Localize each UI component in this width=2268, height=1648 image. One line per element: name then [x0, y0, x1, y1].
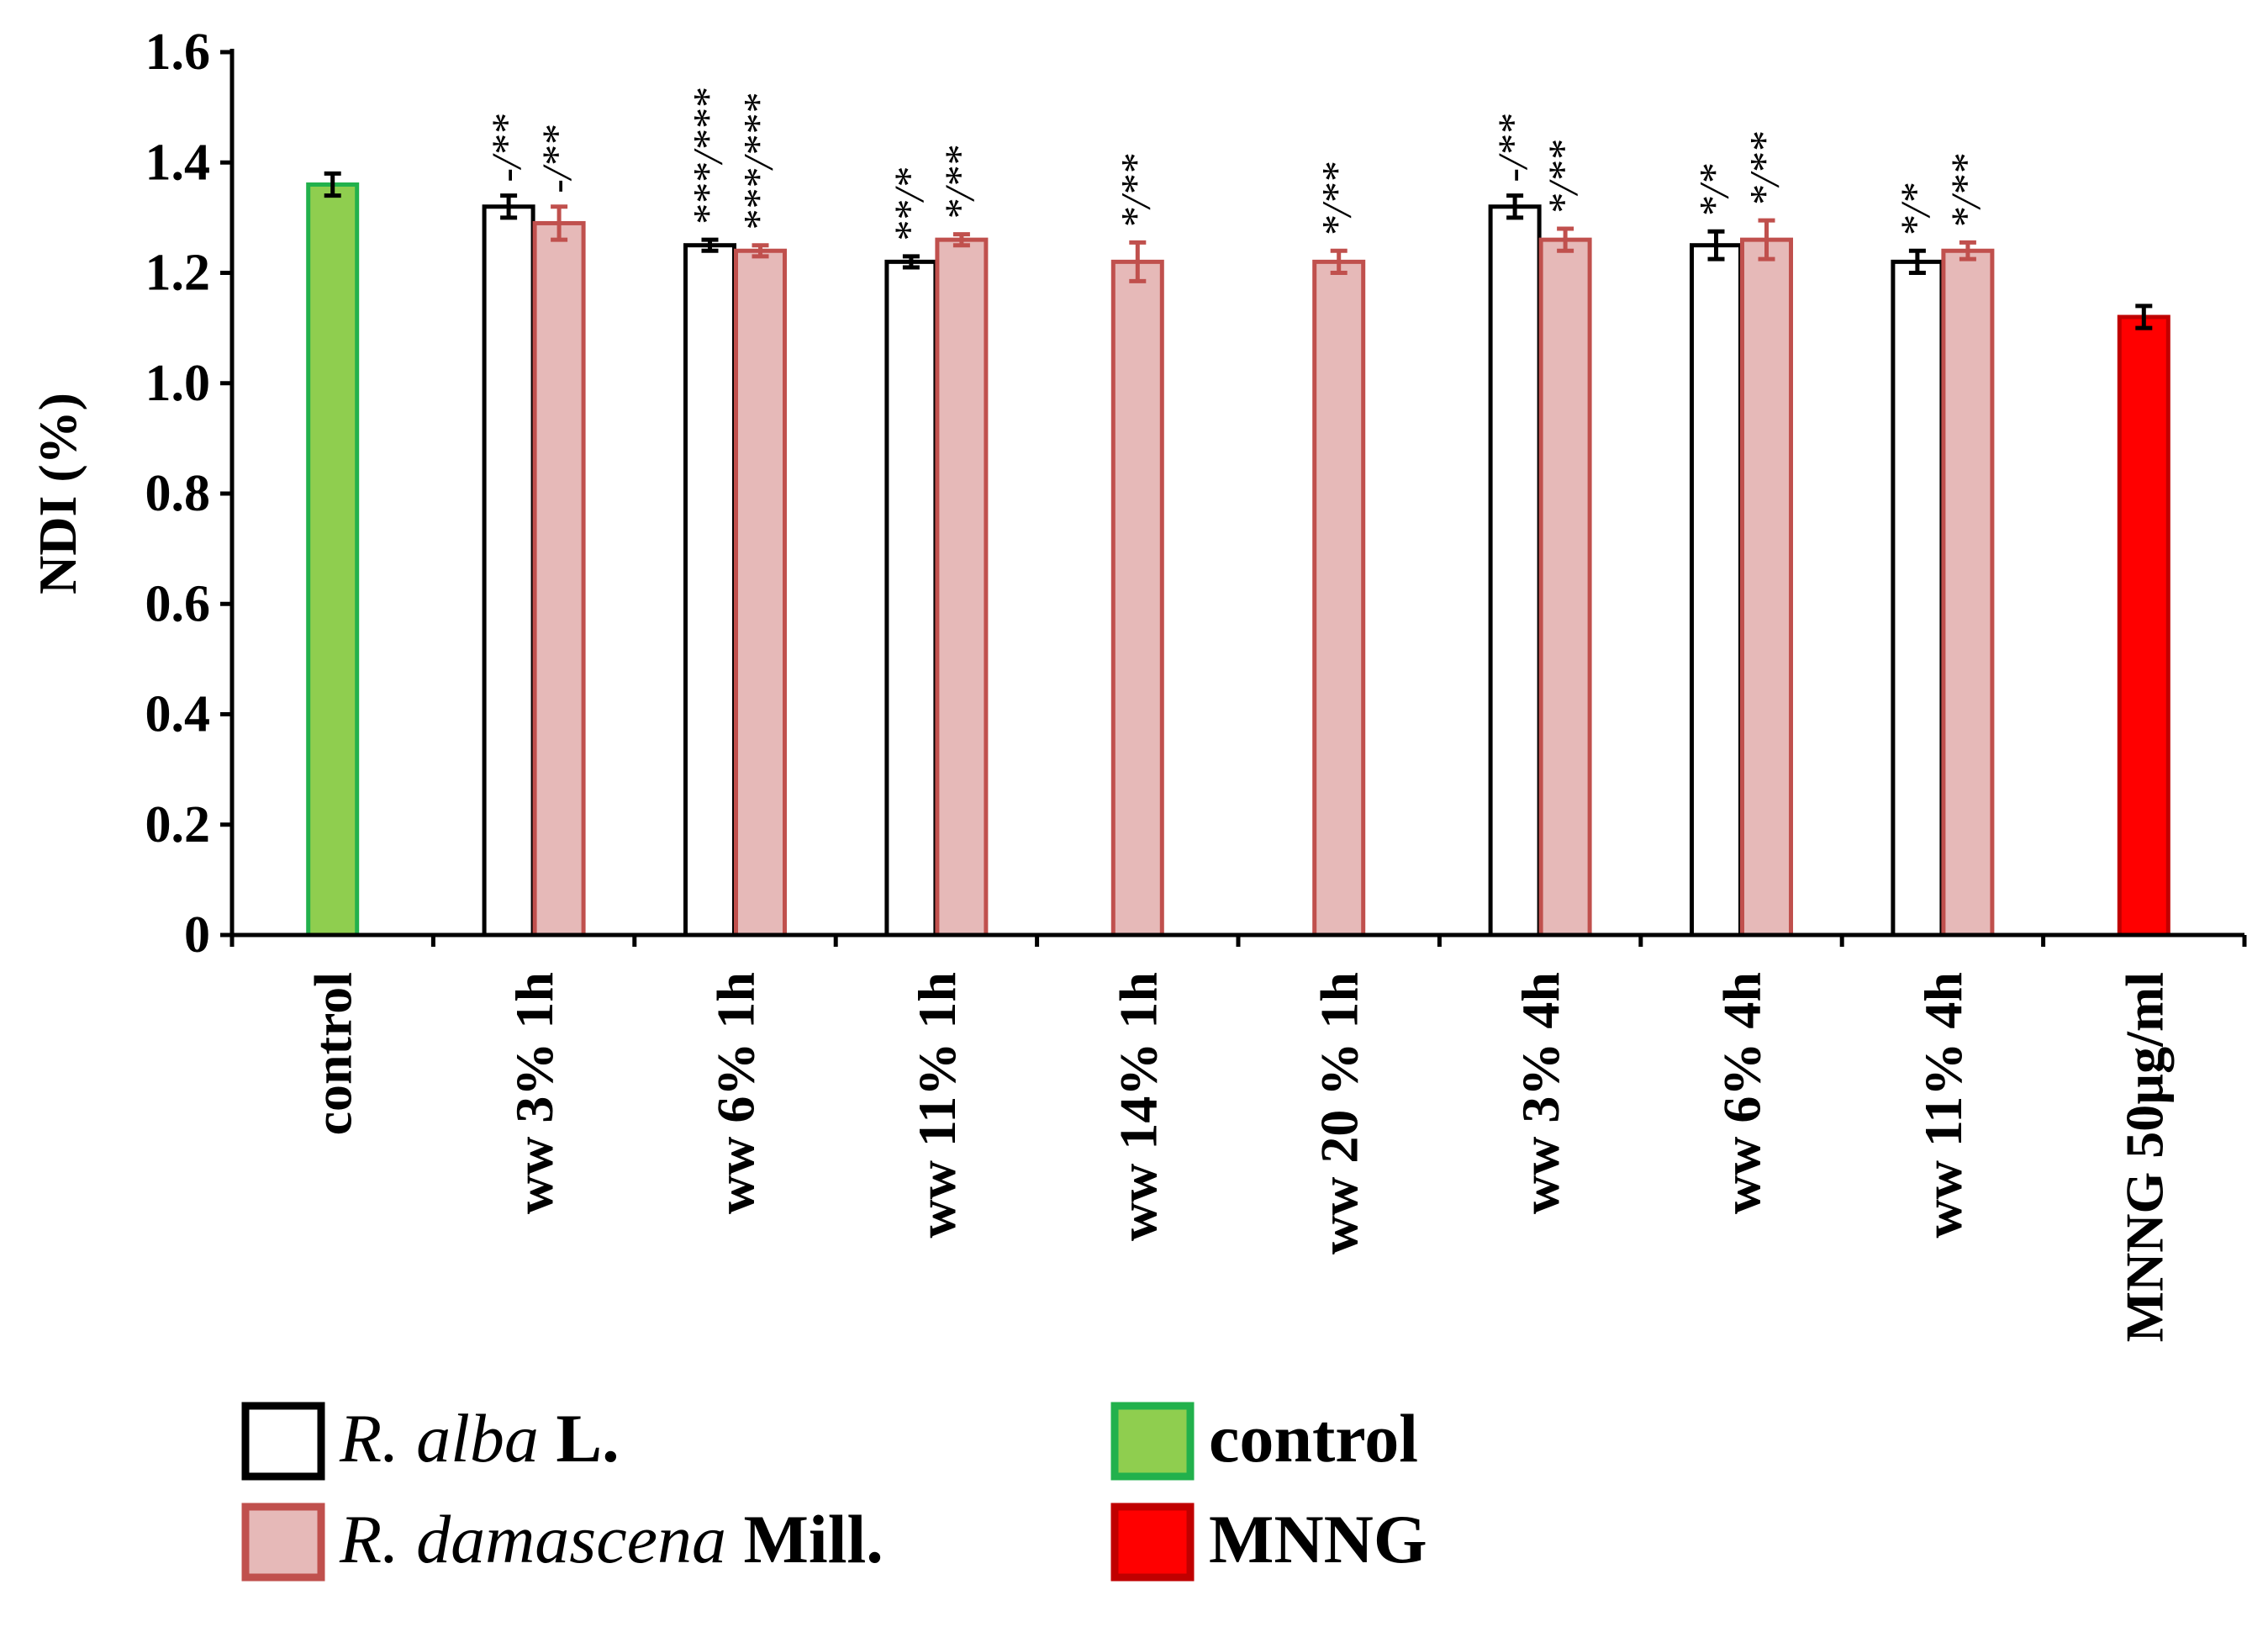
- significance-label: */**: [1111, 155, 1158, 230]
- legend-swatch: [1110, 1503, 1195, 1582]
- x-tick-label: MNNG 50µg/ml: [2114, 972, 2174, 1342]
- legend-label: R. damascena Mill.: [339, 1501, 883, 1577]
- bar-2-8: [1941, 248, 1995, 938]
- significance-label: -/**: [483, 114, 530, 182]
- bar-3-9: [2117, 314, 2170, 938]
- significance-label: */**: [1741, 132, 1788, 207]
- x-tick-label: ww 14% 1h: [1108, 972, 1168, 1241]
- significance-label: */**: [936, 146, 983, 221]
- bar-1-1: [482, 204, 535, 938]
- significance-label: -/**: [1489, 114, 1536, 182]
- x-tick-label: ww 3% 4h: [1511, 972, 1570, 1214]
- significance-label: ***/***: [684, 88, 731, 226]
- significance-label: */**: [1942, 155, 1989, 230]
- significance-label: ***/***: [735, 94, 782, 232]
- bar-2-6: [1538, 237, 1592, 938]
- significance-label: */**: [1313, 162, 1360, 237]
- y-tick-label: 0: [184, 906, 210, 964]
- bar-1-2: [683, 243, 736, 938]
- legend-swatch: [241, 1402, 325, 1481]
- y-tick-label: 0.8: [145, 465, 211, 522]
- legend: R. alba L. R. damascena Mill. control MNNG: [241, 1400, 1427, 1582]
- y-tick-label: 0.6: [145, 575, 211, 632]
- x-tick-label: ww 6% 4h: [1712, 972, 1772, 1214]
- bars: [306, 171, 2170, 938]
- legend-swatch: [241, 1503, 325, 1582]
- significance-label: **/*: [885, 168, 932, 243]
- bar-1-8: [1891, 259, 1944, 938]
- y-tick-label: 1.2: [145, 245, 211, 302]
- bar-1-6: [1488, 204, 1542, 938]
- bar-2-3: [935, 237, 989, 938]
- x-tick-label: ww 20 % 1h: [1310, 972, 1369, 1254]
- significance-label: */**: [1539, 140, 1586, 215]
- y-axis-title: NDI (%): [28, 393, 87, 594]
- significance-label: */*: [1891, 183, 1938, 237]
- legend-swatch: [1110, 1402, 1195, 1481]
- x-tick-label: ww 6% 1h: [706, 972, 766, 1214]
- y-tick-label: 1.4: [145, 134, 211, 191]
- bar-2-2: [734, 248, 787, 938]
- bar-1-3: [884, 259, 938, 938]
- bar-2-4: [1110, 259, 1164, 938]
- x-tick-label: control: [303, 972, 363, 1135]
- bar-2-7: [1740, 237, 1793, 938]
- x-tick-label: ww 3% 1h: [504, 972, 564, 1214]
- bar-2-1: [532, 220, 586, 938]
- bar-0-0: [306, 182, 360, 938]
- legend-label: MNNG: [1209, 1501, 1427, 1577]
- bar-2-5: [1312, 259, 1366, 938]
- y-tick-label: 0.2: [145, 796, 211, 853]
- labels: -/** -/** ***/*** ***/*** **/* */** */** */**-/…: [28, 24, 2174, 1342]
- x-tick-label: ww 11% 1h: [907, 972, 967, 1239]
- axes: [220, 49, 2247, 947]
- legend-label: control: [1209, 1400, 1418, 1476]
- significance-label: -/**: [533, 125, 580, 193]
- bar-1-7: [1690, 243, 1743, 938]
- y-tick-label: 0.4: [145, 686, 211, 743]
- legend-label: R. alba L.: [339, 1400, 620, 1476]
- y-tick-label: 1.6: [145, 24, 211, 81]
- x-tick-label: ww 11% 4h: [1913, 972, 1973, 1239]
- y-tick-label: 1.0: [145, 355, 211, 412]
- significance-label: */*: [1690, 164, 1738, 218]
